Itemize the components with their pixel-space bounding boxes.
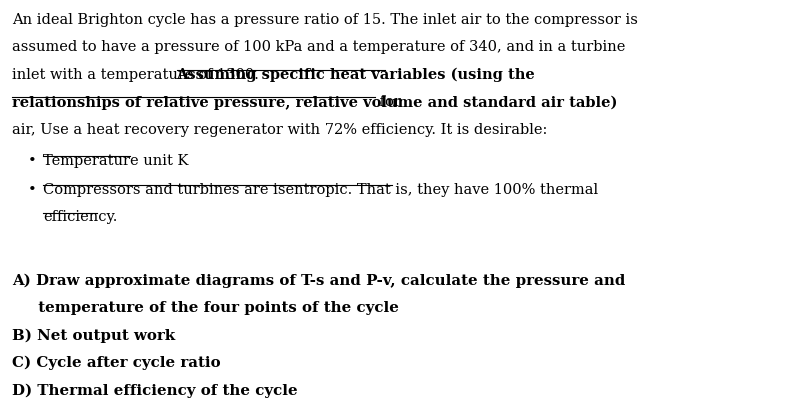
Text: B) Net output work: B) Net output work — [11, 328, 175, 343]
Text: Compressors and turbines are isentropic. That is, they have 100% thermal: Compressors and turbines are isentropic.… — [43, 183, 597, 197]
Text: An ideal Brighton cycle has a pressure ratio of 15. The inlet air to the compres: An ideal Brighton cycle has a pressure r… — [11, 13, 637, 27]
Text: air, Use a heat recovery regenerator with 72% efficiency. It is desirable:: air, Use a heat recovery regenerator wit… — [11, 122, 546, 136]
Text: relationships of relative pressure, relative volume and standard air table): relationships of relative pressure, rela… — [11, 95, 616, 110]
Text: •: • — [27, 183, 36, 197]
Text: A) Draw approximate diagrams of T-s and P-v, calculate the pressure and: A) Draw approximate diagrams of T-s and … — [11, 274, 624, 288]
Text: C) Cycle after cycle ratio: C) Cycle after cycle ratio — [11, 356, 220, 370]
Text: assumed to have a pressure of 100 kPa and a temperature of 340, and in a turbine: assumed to have a pressure of 100 kPa an… — [11, 40, 624, 54]
Text: for: for — [375, 95, 401, 109]
Text: temperature of the four points of the cycle: temperature of the four points of the cy… — [11, 301, 398, 315]
Text: inlet with a temperature of 1300.: inlet with a temperature of 1300. — [11, 68, 263, 82]
Text: efficiency.: efficiency. — [43, 210, 117, 225]
Text: Assuming specific heat variables (using the: Assuming specific heat variables (using … — [176, 68, 535, 82]
Text: •: • — [27, 154, 36, 168]
Text: Temperature unit K: Temperature unit K — [43, 154, 188, 168]
Text: D) Thermal efficiency of the cycle: D) Thermal efficiency of the cycle — [11, 383, 297, 398]
